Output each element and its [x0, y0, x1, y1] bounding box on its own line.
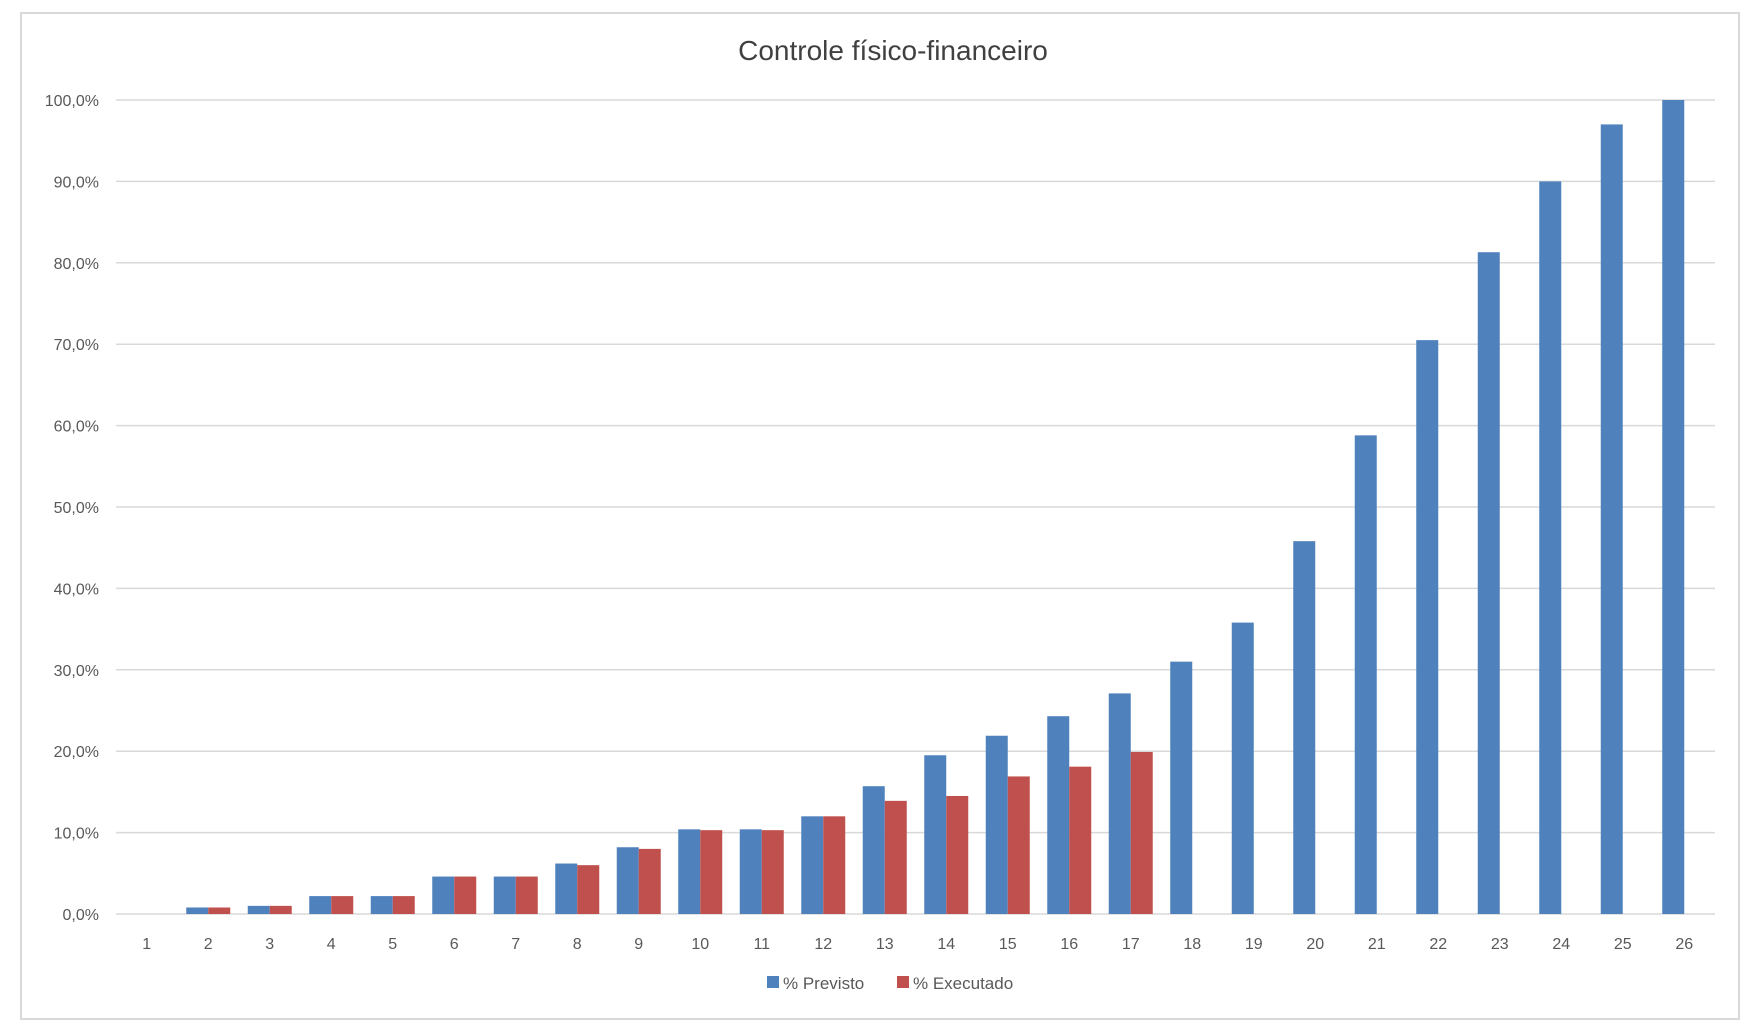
bar-previsto[interactable]: [985, 735, 1008, 914]
bar-previsto[interactable]: [309, 896, 332, 914]
bar-previsto[interactable]: [493, 876, 516, 914]
y-tick-label: 60,0%: [54, 419, 99, 436]
bar-executado[interactable]: [577, 865, 600, 914]
bar-executado[interactable]: [454, 876, 477, 914]
bar-previsto[interactable]: [370, 896, 393, 914]
bar-previsto[interactable]: [555, 863, 578, 914]
x-tick-label: 11: [753, 936, 770, 953]
y-tick-label: 30,0%: [54, 663, 99, 680]
bar-previsto[interactable]: [678, 829, 701, 914]
bar-previsto[interactable]: [247, 905, 270, 914]
bar-previsto[interactable]: [1416, 340, 1439, 914]
bar-previsto[interactable]: [862, 786, 885, 914]
chart-title: Controle físico-financeiro: [738, 35, 1048, 66]
bar-previsto[interactable]: [1170, 661, 1193, 914]
bar-previsto[interactable]: [432, 876, 455, 914]
x-axis-labels: 1 2 3 4 5 6 7 8 9 10 11 12 13 14 15 16 17 18 19 20 21 22 23 24 2…: [142, 936, 1693, 953]
y-tick-label: 70,0%: [54, 337, 99, 354]
x-tick-label: 12: [814, 936, 832, 953]
y-tick-label: 10,0%: [54, 826, 99, 843]
x-tick-label: 4: [327, 936, 336, 953]
bars[interactable]: [186, 100, 1685, 915]
y-tick-label: 50,0%: [54, 500, 99, 517]
x-tick-label: 22: [1429, 936, 1447, 953]
x-tick-label: 13: [876, 936, 894, 953]
x-tick-label: 8: [573, 936, 582, 953]
x-tick-label: 26: [1675, 936, 1693, 953]
x-tick-label: 23: [1491, 936, 1509, 953]
bar-executado[interactable]: [392, 896, 415, 914]
x-tick-label: 25: [1614, 936, 1632, 953]
bar-previsto[interactable]: [801, 816, 824, 914]
bar-executado[interactable]: [1007, 776, 1030, 914]
x-tick-label: 3: [265, 936, 274, 953]
bar-executado[interactable]: [823, 816, 846, 914]
x-tick-label: 5: [388, 936, 397, 953]
bar-executado[interactable]: [761, 830, 784, 914]
bar-executado[interactable]: [638, 848, 661, 914]
x-tick-label: 18: [1183, 936, 1201, 953]
x-tick-label: 21: [1368, 936, 1386, 953]
x-tick-label: 15: [999, 936, 1017, 953]
bar-previsto[interactable]: [924, 755, 947, 914]
y-tick-label: 90,0%: [54, 174, 99, 191]
x-tick-label: 24: [1552, 936, 1570, 953]
y-tick-label: 80,0%: [54, 256, 99, 273]
bar-executado[interactable]: [331, 896, 354, 914]
bar-previsto[interactable]: [1600, 124, 1623, 915]
bar-previsto[interactable]: [739, 829, 762, 914]
bar-executado[interactable]: [700, 830, 723, 914]
x-tick-label: 17: [1122, 936, 1140, 953]
x-tick-label: 19: [1245, 936, 1263, 953]
legend-label: % Executado: [913, 974, 1013, 993]
y-tick-label: 20,0%: [54, 744, 99, 761]
bar-executado[interactable]: [208, 907, 231, 914]
x-tick-label: 9: [634, 936, 643, 953]
y-axis-labels: 0,0% 10,0% 20,0% 30,0% 40,0% 50,0% 60,0% 70,0% 8…: [45, 93, 99, 924]
x-tick-label: 16: [1060, 936, 1078, 953]
bar-previsto[interactable]: [1293, 541, 1316, 914]
bar-executado[interactable]: [1069, 766, 1092, 914]
bar-previsto[interactable]: [1108, 693, 1131, 914]
gridlines: [116, 99, 1715, 915]
bar-previsto[interactable]: [1477, 252, 1500, 914]
bar-previsto[interactable]: [1539, 181, 1562, 914]
x-tick-label: 7: [511, 936, 520, 953]
bar-executado[interactable]: [946, 795, 969, 914]
legend-swatch: [897, 976, 909, 988]
x-tick-label: 6: [450, 936, 459, 953]
legend[interactable]: % Previsto % Executado: [767, 974, 1013, 993]
bar-previsto[interactable]: [616, 847, 639, 914]
y-tick-label: 0,0%: [63, 907, 99, 924]
bar-previsto[interactable]: [186, 907, 209, 914]
x-tick-label: 1: [142, 936, 151, 953]
y-tick-label: 40,0%: [54, 581, 99, 598]
bar-previsto[interactable]: [1354, 435, 1377, 914]
bar-previsto[interactable]: [1662, 100, 1685, 914]
bar-executado[interactable]: [884, 800, 907, 914]
x-tick-label: 20: [1306, 936, 1324, 953]
x-tick-label: 2: [204, 936, 213, 953]
y-tick-label: 100,0%: [45, 93, 99, 110]
bar-executado[interactable]: [515, 876, 538, 914]
x-tick-label: 14: [937, 936, 955, 953]
bar-previsto[interactable]: [1231, 622, 1254, 914]
bar-previsto[interactable]: [1047, 716, 1070, 914]
legend-label: % Previsto: [783, 974, 864, 993]
bar-executado[interactable]: [269, 905, 292, 914]
x-tick-label: 10: [691, 936, 709, 953]
legend-swatch: [767, 976, 779, 988]
bar-executado[interactable]: [1130, 752, 1153, 914]
